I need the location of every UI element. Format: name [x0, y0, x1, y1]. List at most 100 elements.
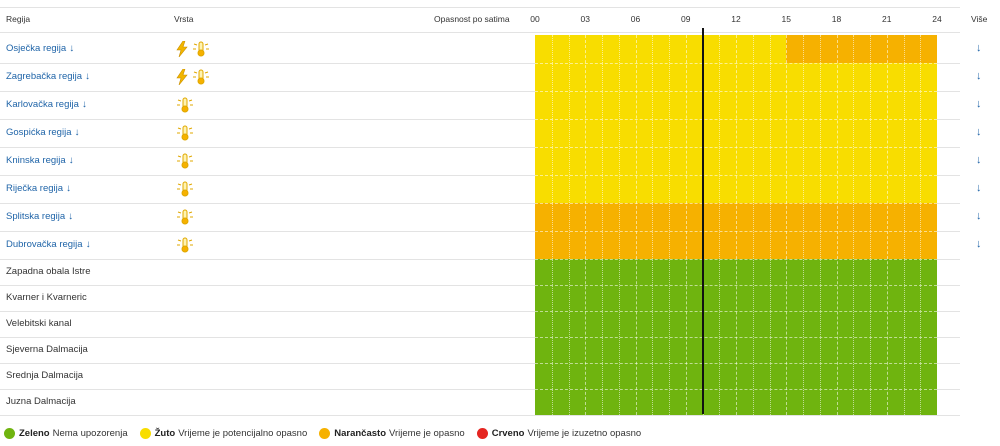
region-label: Juzna Dalmacija: [6, 396, 76, 407]
thermometer-icon: [176, 208, 194, 229]
region-name: Kvarner i Kvarneric: [6, 292, 87, 303]
region-label: Zagrebačka regija: [6, 71, 83, 82]
red-dot-icon: [476, 428, 488, 439]
region-name[interactable]: Splitska regija ↓: [6, 211, 73, 222]
current-time-line: [701, 28, 704, 414]
region-name[interactable]: Riječka regija ↓: [6, 183, 71, 194]
hour-label: 06: [630, 14, 641, 24]
grid-line: [535, 63, 937, 64]
grid-line: [618, 35, 620, 415]
hour-label: 00: [530, 14, 540, 24]
legend-label: Žuto: [154, 428, 176, 439]
grid-line: [535, 389, 937, 390]
region-name[interactable]: Karlovačka regija ↓: [6, 99, 87, 110]
region-name: Velebitski kanal: [6, 318, 71, 329]
region-name[interactable]: Kninska regija ↓: [6, 155, 74, 166]
region-label: Srednja Dalmacija: [6, 370, 84, 381]
warning-type-icons: [176, 40, 210, 61]
region-name[interactable]: Gospićka regija ↓: [6, 127, 79, 138]
grid-line: [652, 35, 654, 415]
grid-line: [685, 35, 687, 415]
warning-type-icons: [176, 208, 194, 229]
green-dot-icon: [4, 428, 15, 439]
table-top-border: [0, 7, 960, 8]
grid-line: [535, 363, 937, 364]
hour-label: 09: [681, 14, 691, 24]
thermometer-icon: [176, 124, 194, 145]
arrow-down-icon: ↓: [85, 239, 91, 250]
legend-desc: Nema upozorenja: [52, 428, 128, 439]
row-border: [0, 415, 960, 416]
region-name[interactable]: Dubrovačka regija ↓: [6, 239, 91, 250]
expand-arrow-icon[interactable]: ↓: [976, 126, 982, 138]
expand-arrow-icon[interactable]: ↓: [976, 182, 982, 194]
region-name[interactable]: Osječka regija ↓: [6, 43, 74, 54]
hazard-segment-orange: [786, 35, 937, 63]
grid-line: [535, 175, 937, 176]
expand-arrow-icon[interactable]: ↓: [976, 42, 982, 54]
legend-label: Crveno: [491, 428, 525, 439]
row-border: [0, 311, 960, 312]
row-border: [0, 389, 960, 390]
header-more: Više: [971, 14, 988, 24]
region-label: Gospićka regija: [6, 127, 72, 138]
region-name: Sjeverna Dalmacija: [6, 344, 88, 355]
hour-label: 18: [831, 14, 842, 24]
grid-line: [769, 35, 771, 415]
thermometer-icon: [192, 40, 210, 61]
thermometer-icon: [176, 180, 194, 201]
grid-line: [535, 119, 937, 120]
grid-line: [535, 147, 937, 148]
row-border: [0, 363, 960, 364]
row-border: [0, 231, 960, 232]
grid-line: [920, 35, 922, 415]
legend-item-orange: Narančasto Vrijeme je opasno: [319, 428, 465, 439]
legend-item-red: Crveno Vrijeme je izuzetno opasno: [476, 428, 641, 439]
grid-line: [853, 35, 855, 415]
grid-line: [836, 35, 838, 415]
legend-desc: Vrijeme je opasno: [389, 428, 465, 439]
orange-dot-icon: [319, 428, 331, 439]
legend-item-yellow: Žuto Vrijeme je potencijalno opasno: [139, 428, 307, 439]
row-border: [0, 259, 960, 260]
region-name[interactable]: Zagrebačka regija ↓: [6, 71, 90, 82]
arrow-down-icon: ↓: [68, 211, 74, 222]
region-label: Dubrovačka regija: [6, 239, 83, 250]
grid-line: [535, 203, 937, 204]
region-label: Karlovačka regija: [6, 99, 79, 110]
expand-arrow-icon[interactable]: ↓: [976, 238, 982, 250]
header-hours: Opasnost po satima: [434, 14, 510, 24]
lightning-icon: [176, 40, 188, 60]
row-border: [0, 119, 960, 120]
grid-line: [535, 337, 937, 338]
expand-arrow-icon[interactable]: ↓: [976, 70, 982, 82]
thermometer-icon: [176, 96, 194, 117]
expand-arrow-icon[interactable]: ↓: [976, 154, 982, 166]
grid-line: [535, 285, 937, 286]
expand-arrow-icon[interactable]: ↓: [976, 98, 982, 110]
grid-line: [535, 311, 937, 312]
arrow-down-icon: ↓: [81, 99, 87, 110]
grid-line: [635, 35, 637, 415]
row-border: [0, 203, 960, 204]
header-type: Vrsta: [174, 14, 194, 24]
grid-line: [736, 35, 737, 415]
grid-line: [886, 35, 888, 415]
hour-label: 03: [580, 14, 590, 24]
warning-type-icons: [176, 68, 210, 89]
lightning-icon: [176, 68, 188, 88]
thermometer-icon: [176, 152, 194, 173]
legend: Zeleno Nema upozorenja Žuto Vrijeme je p…: [4, 428, 653, 439]
arrow-down-icon: ↓: [74, 127, 80, 138]
arrow-down-icon: ↓: [69, 43, 75, 54]
region-label: Kvarner i Kvarneric: [6, 292, 87, 303]
grid-line: [535, 231, 937, 232]
header-region: Regija: [6, 14, 31, 24]
region-label: Splitska regija: [6, 211, 66, 222]
grid-line: [803, 35, 804, 415]
legend-item-green: Zeleno Nema upozorenja: [4, 428, 128, 439]
grid-line: [551, 35, 553, 415]
grid-line: [719, 35, 721, 415]
legend-label: Narančasto: [334, 428, 386, 439]
expand-arrow-icon[interactable]: ↓: [976, 210, 982, 222]
